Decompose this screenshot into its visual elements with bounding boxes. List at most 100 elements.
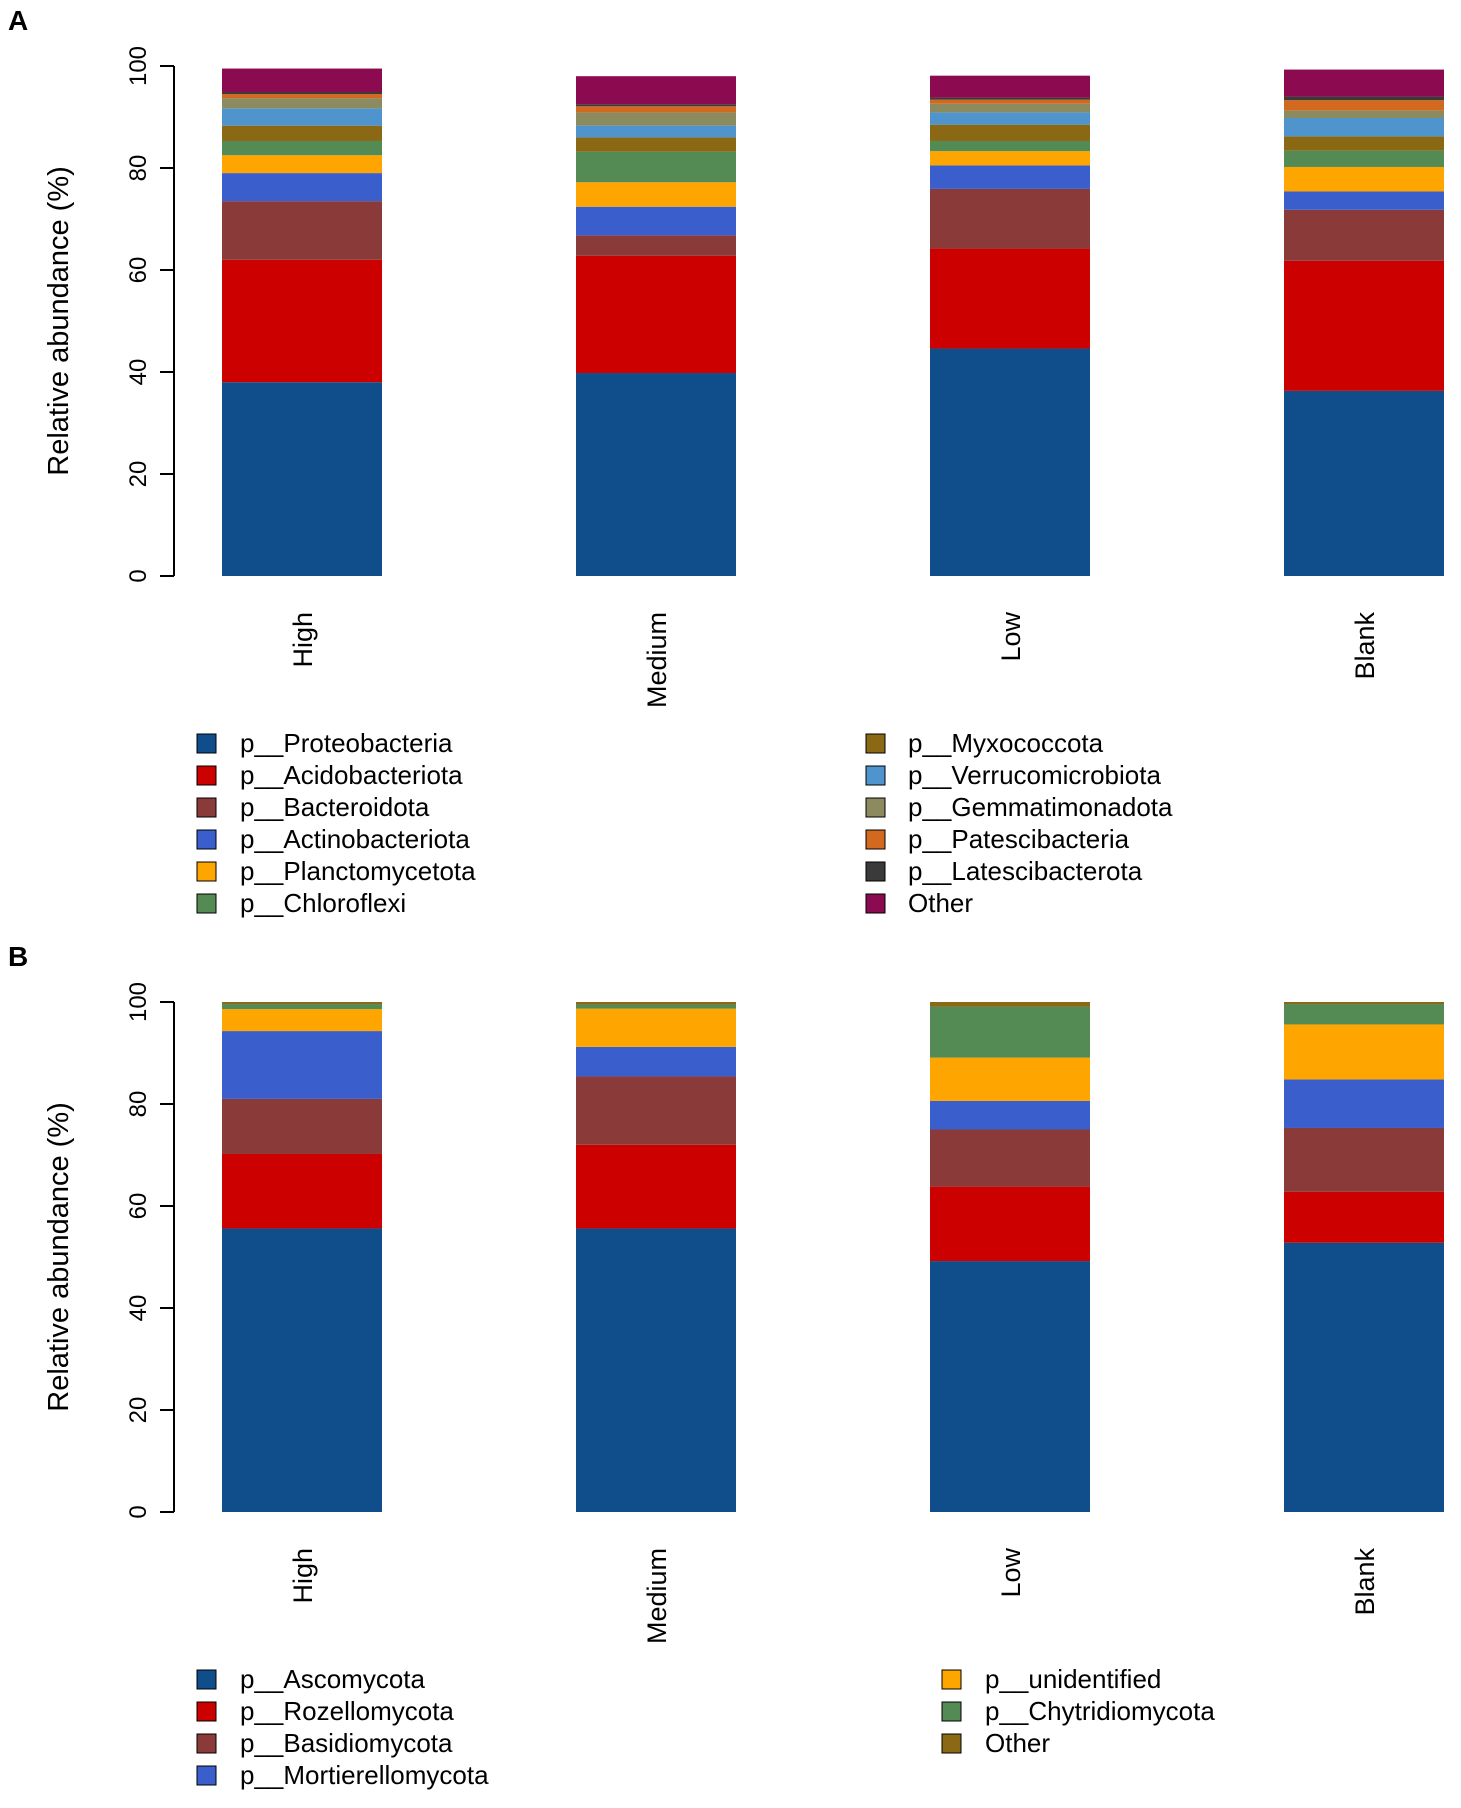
legend-swatch [865, 893, 886, 914]
bar-segment-low-2 [930, 1129, 1090, 1187]
bar-segment-medium-4 [576, 1008, 736, 1047]
bar-segment-blank-10 [1284, 96, 1444, 101]
bar-segment-blank-5 [1284, 1004, 1444, 1025]
legend-label: p__Mortierellomycota [240, 1760, 489, 1790]
x-category-label: Low [996, 611, 1026, 661]
legend-swatch [196, 733, 217, 754]
bar-segment-high-1 [222, 259, 382, 383]
bar-segment-blank-5 [1284, 150, 1444, 167]
bar-segment-medium-3 [576, 206, 736, 236]
legend-label: p__unidentified [985, 1664, 1161, 1694]
bar-segment-medium-11 [576, 76, 736, 105]
legend-label: p__Latescibacterota [908, 856, 1143, 886]
bar-segment-high-3 [222, 1031, 382, 1099]
bar-segment-low-3 [930, 1100, 1090, 1130]
legend-label: p__Acidobacteriota [240, 760, 463, 790]
bar-segment-medium-2 [576, 1076, 736, 1145]
legend-label: p__Proteobacteria [240, 728, 453, 758]
legend-swatch [865, 861, 886, 882]
y-tick-label: 20 [125, 461, 152, 488]
bar-segment-medium-6 [576, 137, 736, 152]
bar-segment-low-1 [930, 1186, 1090, 1262]
panel-b-chart: B 0 20 40 60 80 100 Relative abundance (%) High M… [8, 941, 1444, 1790]
legend-label: p__Actinobacteriota [240, 824, 470, 854]
bar-segment-medium-2 [576, 235, 736, 256]
legend-swatch [865, 797, 886, 818]
x-category-label: Low [996, 1547, 1026, 1597]
bar-segment-blank-4 [1284, 166, 1444, 192]
y-axis-title: Relative abundance (%) [43, 1102, 75, 1412]
bar-segment-low-2 [930, 188, 1090, 249]
bar-segment-low-10 [930, 97, 1090, 100]
legend-swatch [941, 1733, 962, 1754]
y-tick-label: 40 [125, 1295, 152, 1322]
bar-segment-blank-8 [1284, 110, 1444, 119]
legend-label: p__Myxococcota [908, 728, 1104, 758]
bar-segment-high-11 [222, 68, 382, 93]
bar-segment-blank-0 [1284, 1242, 1444, 1512]
legend-swatch [196, 1765, 217, 1786]
bar-segment-high-7 [222, 108, 382, 126]
bar-segment-medium-10 [576, 104, 736, 107]
legend-swatch [941, 1701, 962, 1722]
y-tick-label: 60 [125, 1193, 152, 1220]
bar-segment-low-6 [930, 1002, 1090, 1007]
legend-swatch [941, 1669, 962, 1690]
legend-swatch [196, 829, 217, 850]
bar-segment-medium-4 [576, 182, 736, 207]
bar-segment-medium-7 [576, 125, 736, 138]
x-category-label: Blank [1350, 612, 1380, 680]
bar-segment-low-3 [930, 165, 1090, 189]
legend-label: Other [985, 1728, 1050, 1758]
bar-segment-medium-6 [576, 1002, 736, 1005]
legend-label: p__Chytridiomycota [985, 1696, 1215, 1726]
legend-swatch [196, 765, 217, 786]
x-category-label: Medium [642, 1548, 672, 1644]
bar-segment-low-5 [930, 140, 1090, 152]
bar-segment-blank-2 [1284, 209, 1444, 261]
bar-segment-high-5 [222, 1004, 382, 1010]
bar-segment-medium-1 [576, 1144, 736, 1229]
legend-label: p__Planctomycetota [240, 856, 476, 886]
legend-swatch [196, 1669, 217, 1690]
panel-label: A [8, 5, 28, 36]
bar-segment-blank-4 [1284, 1024, 1444, 1080]
bar-segment-high-3 [222, 173, 382, 202]
x-category-label: Blank [1350, 1548, 1380, 1616]
bar-segment-high-4 [222, 155, 382, 174]
panel-a-chart: A 0 20 40 60 80 100 Relative abundance (%) High M… [8, 5, 1444, 918]
bar-segment-medium-9 [576, 106, 736, 113]
legend-label: p__Ascomycota [240, 1664, 426, 1694]
bar-segment-low-7 [930, 112, 1090, 125]
bar-segment-blank-0 [1284, 390, 1444, 576]
y-tick-label: 100 [125, 46, 152, 86]
bar-segment-low-9 [930, 99, 1090, 104]
bar-segment-high-0 [222, 1228, 382, 1512]
bar-segment-high-9 [222, 94, 382, 99]
bar-segment-low-5 [930, 1006, 1090, 1058]
bar-segment-high-6 [222, 125, 382, 141]
legend-label: p__Basidiomycota [240, 1728, 453, 1758]
y-tick-label: 0 [125, 569, 152, 582]
bar-segment-high-5 [222, 140, 382, 156]
legend-label: p__Bacteroidota [240, 792, 430, 822]
bar-segment-blank-6 [1284, 1002, 1444, 1005]
bar-segment-low-4 [930, 1057, 1090, 1101]
bar-segment-low-0 [930, 348, 1090, 576]
bar-segment-low-1 [930, 248, 1090, 349]
bar-segment-medium-3 [576, 1046, 736, 1077]
panel-label: B [8, 941, 28, 972]
legend-swatch [196, 861, 217, 882]
x-category-label: High [288, 612, 318, 668]
bar-segment-high-8 [222, 98, 382, 109]
y-tick-label: 0 [125, 1505, 152, 1518]
bar-segment-high-2 [222, 201, 382, 260]
bar-segment-blank-1 [1284, 1191, 1444, 1243]
legend-swatch [865, 733, 886, 754]
legend-label: Other [908, 888, 973, 918]
y-axis-title: Relative abundance (%) [43, 166, 75, 476]
legend-swatch [865, 829, 886, 850]
legend-swatch [196, 797, 217, 818]
bar-segment-high-0 [222, 382, 382, 576]
